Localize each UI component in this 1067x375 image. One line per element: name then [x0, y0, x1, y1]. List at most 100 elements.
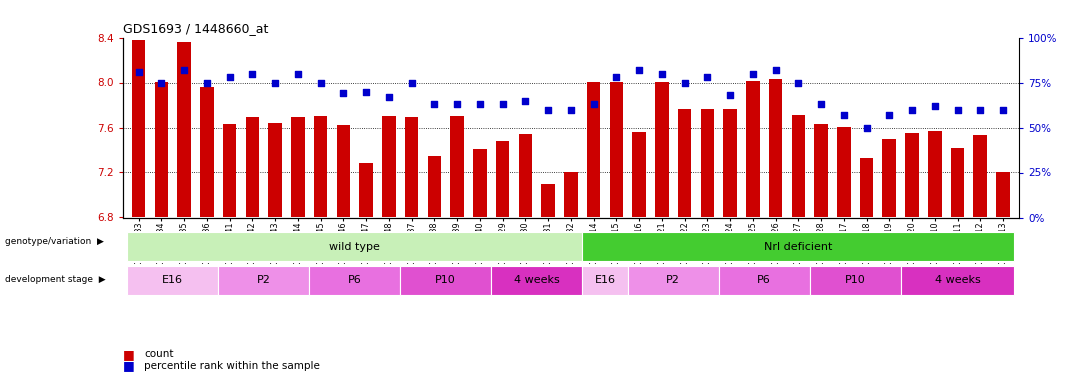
Bar: [223, 124, 237, 218]
Bar: [360, 164, 373, 218]
Bar: [450, 116, 464, 218]
Bar: [291, 117, 305, 218]
Text: E16: E16: [162, 275, 184, 285]
Bar: [905, 133, 919, 218]
Text: P10: P10: [435, 275, 456, 285]
Text: E16: E16: [594, 275, 616, 285]
Bar: [519, 134, 532, 218]
Text: P2: P2: [257, 275, 271, 285]
Point: [562, 106, 579, 112]
Bar: [583, 266, 627, 295]
Bar: [901, 266, 1015, 295]
Text: ■: ■: [123, 348, 134, 361]
Bar: [496, 141, 509, 218]
Point: [540, 106, 557, 112]
Text: wild type: wild type: [330, 242, 380, 252]
Bar: [655, 82, 669, 218]
Bar: [564, 172, 577, 217]
Bar: [404, 117, 418, 218]
Bar: [814, 124, 828, 218]
Point: [904, 106, 921, 112]
Bar: [678, 110, 691, 218]
Bar: [701, 110, 714, 218]
Bar: [627, 266, 719, 295]
Bar: [382, 116, 396, 218]
Bar: [719, 266, 810, 295]
Point: [153, 80, 170, 86]
Point: [653, 70, 670, 76]
Point: [267, 80, 284, 86]
Point: [858, 124, 875, 130]
Bar: [882, 139, 896, 218]
Point: [745, 70, 762, 76]
Point: [631, 67, 648, 73]
Point: [790, 80, 807, 86]
Bar: [336, 125, 350, 218]
Text: P6: P6: [758, 275, 771, 285]
Bar: [127, 266, 219, 295]
Bar: [810, 266, 901, 295]
Bar: [997, 172, 1009, 217]
Point: [380, 94, 397, 100]
Bar: [633, 132, 646, 218]
Bar: [314, 116, 328, 218]
Point: [312, 80, 329, 86]
Bar: [973, 135, 987, 218]
Point: [949, 106, 966, 112]
Point: [767, 67, 784, 73]
Point: [426, 101, 443, 107]
Bar: [309, 266, 400, 295]
Text: Nrl deficient: Nrl deficient: [764, 242, 832, 252]
Bar: [200, 87, 213, 218]
Point: [676, 80, 694, 86]
Bar: [473, 149, 487, 217]
Bar: [746, 81, 760, 218]
Text: GDS1693 / 1448660_at: GDS1693 / 1448660_at: [123, 22, 268, 35]
Point: [448, 101, 465, 107]
Text: P10: P10: [845, 275, 865, 285]
Bar: [177, 42, 191, 218]
Point: [221, 74, 238, 80]
Point: [357, 88, 375, 94]
Bar: [609, 82, 623, 218]
Point: [516, 98, 534, 104]
Bar: [587, 82, 601, 218]
Bar: [491, 266, 583, 295]
Text: count: count: [144, 350, 174, 359]
Point: [994, 106, 1012, 112]
Point: [176, 67, 193, 73]
Point: [472, 101, 489, 107]
Text: genotype/variation  ▶: genotype/variation ▶: [5, 237, 105, 246]
Text: ■: ■: [123, 359, 134, 372]
Point: [585, 101, 602, 107]
Text: P2: P2: [666, 275, 680, 285]
Bar: [583, 232, 1015, 261]
Text: P6: P6: [348, 275, 362, 285]
Point: [699, 74, 716, 80]
Bar: [428, 156, 441, 218]
Bar: [860, 158, 874, 218]
Bar: [245, 117, 259, 218]
Bar: [792, 115, 806, 218]
Bar: [723, 110, 737, 218]
Point: [880, 112, 897, 118]
Bar: [219, 266, 309, 295]
Point: [972, 106, 989, 112]
Bar: [155, 82, 169, 218]
Bar: [928, 131, 942, 218]
Point: [335, 90, 352, 96]
Bar: [951, 148, 965, 217]
Bar: [400, 266, 491, 295]
Text: 4 weeks: 4 weeks: [514, 275, 559, 285]
Bar: [268, 123, 282, 218]
Point: [198, 80, 216, 86]
Bar: [132, 40, 145, 218]
Point: [926, 103, 943, 109]
Bar: [541, 184, 555, 218]
Bar: [837, 128, 850, 218]
Bar: [768, 79, 782, 218]
Point: [494, 101, 511, 107]
Point: [835, 112, 853, 118]
Point: [403, 80, 420, 86]
Text: development stage  ▶: development stage ▶: [5, 275, 106, 284]
